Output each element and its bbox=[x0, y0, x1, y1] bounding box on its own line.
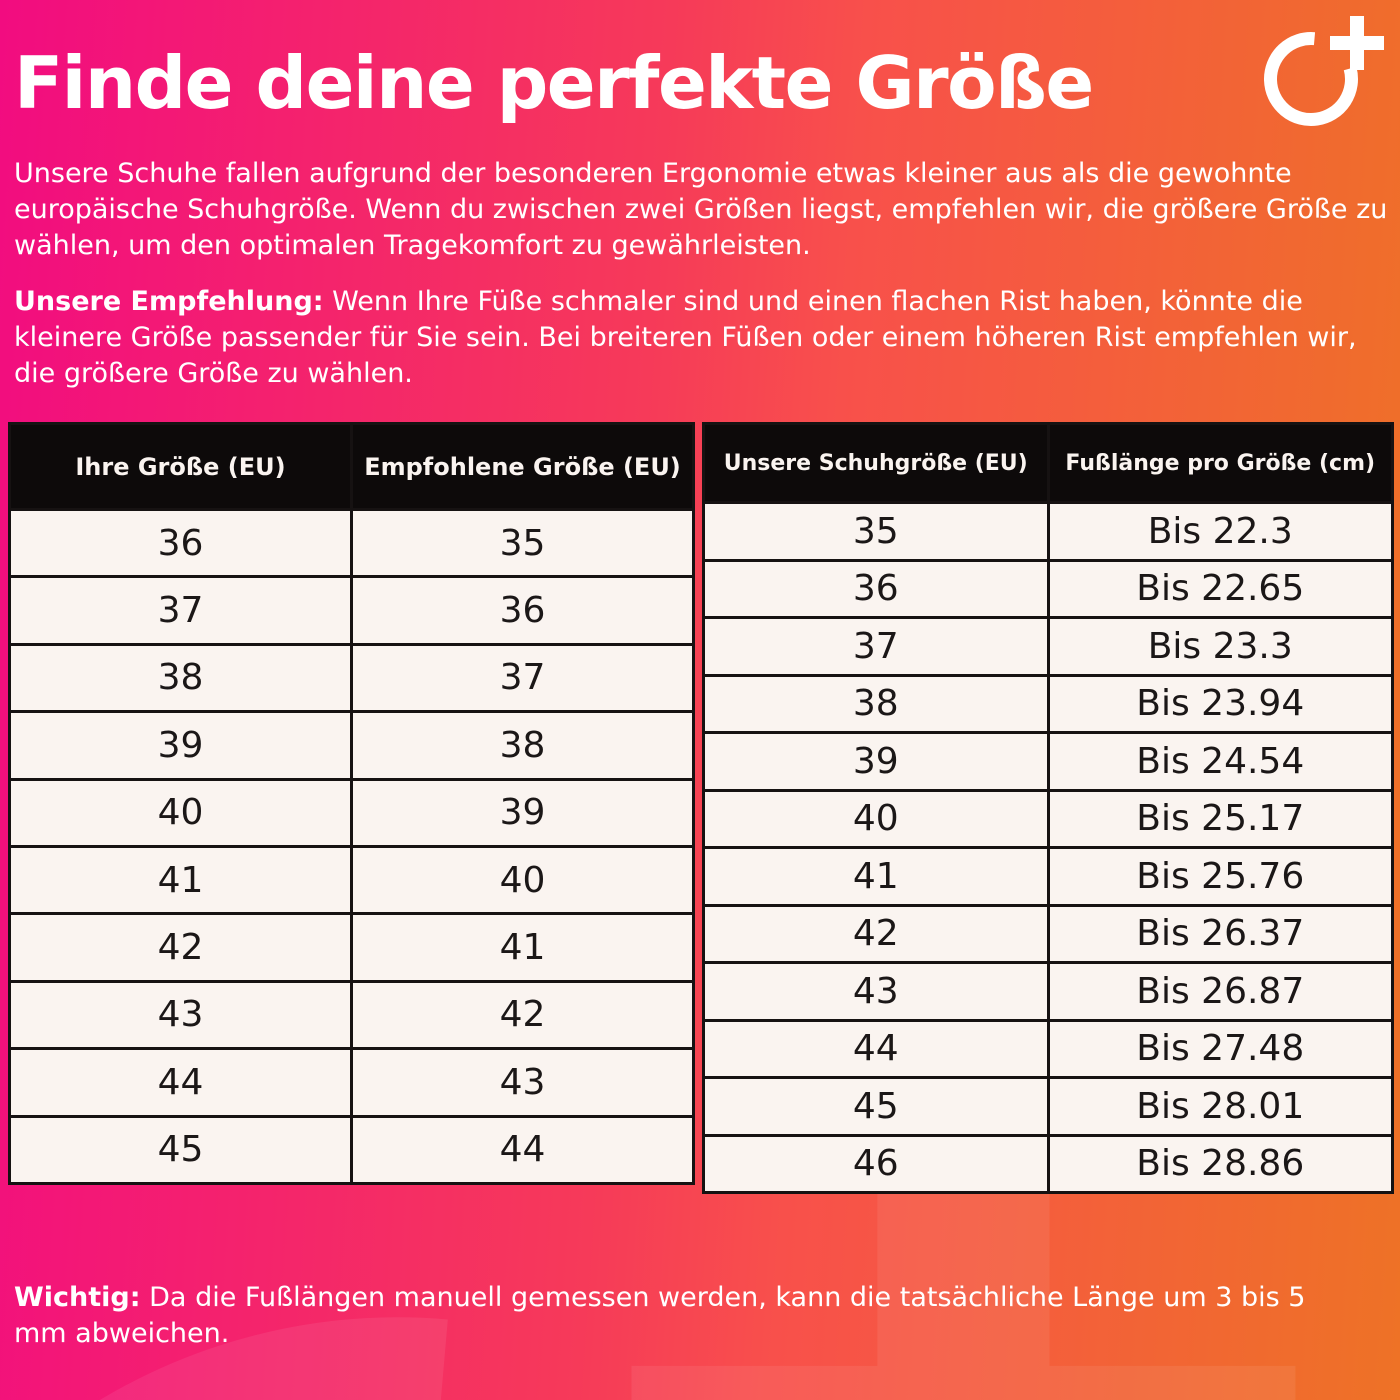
column-header-recommended-size: Empfohlene Größe (EU) bbox=[350, 422, 695, 511]
size-conversion-table-header: Ihre Größe (EU) Empfohlene Größe (EU) bbox=[8, 422, 695, 511]
table-cell: 35 bbox=[702, 501, 1050, 562]
table-cell: Bis 23.94 bbox=[1046, 673, 1394, 734]
table-cell: 37 bbox=[350, 642, 695, 714]
table-cell: 39 bbox=[350, 777, 695, 848]
table-cell: 44 bbox=[350, 1114, 695, 1186]
table-cell: 44 bbox=[702, 1018, 1050, 1079]
table-row: 36 Bis 22.65 bbox=[702, 558, 1394, 619]
circle-plus-icon bbox=[1264, 16, 1384, 127]
table-cell: 36 bbox=[702, 558, 1050, 619]
table-row: 41 Bis 25.76 bbox=[702, 846, 1394, 907]
table-row: 38 37 bbox=[8, 642, 695, 714]
table-cell: Bis 23.3 bbox=[1046, 616, 1394, 677]
table-cell: 43 bbox=[702, 961, 1050, 1022]
table-cell: 41 bbox=[702, 846, 1050, 907]
table-cell: 39 bbox=[702, 731, 1050, 792]
table-cell: 40 bbox=[702, 788, 1050, 849]
table-cell: Bis 26.37 bbox=[1046, 903, 1394, 964]
table-row: 44 Bis 27.48 bbox=[702, 1018, 1394, 1079]
column-header-our-size: Unsere Schuhgröße (EU) bbox=[702, 422, 1050, 504]
table-row: 43 42 bbox=[8, 979, 695, 1051]
table-cell: Bis 27.48 bbox=[1046, 1018, 1394, 1079]
table-cell: 43 bbox=[8, 979, 353, 1051]
table-cell: 38 bbox=[702, 673, 1050, 734]
table-cell: 45 bbox=[8, 1114, 353, 1186]
table-cell: 45 bbox=[702, 1076, 1050, 1137]
table-row: 40 39 bbox=[8, 777, 695, 848]
important-body: Da die Fußlängen manuell gemessen werden… bbox=[14, 1282, 1306, 1350]
table-cell: 42 bbox=[350, 979, 695, 1051]
table-cell: 36 bbox=[350, 575, 695, 646]
table-row: 45 Bis 28.01 bbox=[702, 1076, 1394, 1137]
table-cell: 42 bbox=[8, 912, 353, 983]
table-cell: 37 bbox=[8, 575, 353, 646]
table-cell: Bis 28.86 bbox=[1046, 1133, 1394, 1194]
table-cell: 42 bbox=[702, 903, 1050, 964]
recommendation-body: Wenn Ihre Füße schmaler sind und einen f… bbox=[14, 286, 1357, 389]
column-header-foot-length: Fußlänge pro Größe (cm) bbox=[1046, 422, 1394, 504]
table-row: 46 Bis 28.86 bbox=[702, 1133, 1394, 1194]
table-row: 41 40 bbox=[8, 844, 695, 916]
table-header-row: Ihre Größe (EU) Empfohlene Größe (EU) bbox=[8, 422, 695, 511]
table-cell: 36 bbox=[8, 507, 353, 579]
table-row: 36 35 bbox=[8, 507, 695, 579]
table-row: 37 36 bbox=[8, 575, 695, 646]
table-row: 44 43 bbox=[8, 1047, 695, 1118]
recommendation-paragraph: Unsere Empfehlung: Wenn Ihre Füße schmal… bbox=[14, 284, 1389, 392]
table-cell: 46 bbox=[702, 1133, 1050, 1194]
column-header-your-size: Ihre Größe (EU) bbox=[8, 422, 353, 511]
recommendation-label: Unsere Empfehlung: bbox=[14, 286, 324, 317]
table-cell: 38 bbox=[350, 710, 695, 781]
table-row: 43 Bis 26.87 bbox=[702, 961, 1394, 1022]
table-cell: 41 bbox=[8, 844, 353, 916]
table-cell: Bis 24.54 bbox=[1046, 731, 1394, 792]
table-row: 45 44 bbox=[8, 1114, 695, 1186]
table-cell: 40 bbox=[350, 844, 695, 916]
table-cell: 44 bbox=[8, 1047, 353, 1118]
table-row: 37 Bis 23.3 bbox=[702, 616, 1394, 677]
foot-length-table: Unsere Schuhgröße (EU) Fußlänge pro Größ… bbox=[702, 422, 1394, 1194]
table-cell: Bis 25.76 bbox=[1046, 846, 1394, 907]
brand-logo bbox=[1264, 16, 1386, 128]
table-row: 40 Bis 25.17 bbox=[702, 788, 1394, 849]
table-row: 39 38 bbox=[8, 710, 695, 781]
table-row: 42 Bis 26.37 bbox=[702, 903, 1394, 964]
table-cell: 35 bbox=[350, 507, 695, 579]
table-row: 39 Bis 24.54 bbox=[702, 731, 1394, 792]
foot-length-table-header: Unsere Schuhgröße (EU) Fußlänge pro Größ… bbox=[702, 422, 1394, 504]
table-cell: 41 bbox=[350, 912, 695, 983]
foot-length-table-body: 35 Bis 22.3 36 Bis 22.65 37 Bis 23.3 38 Bis 23.… bbox=[702, 501, 1394, 1194]
table-row: 42 41 bbox=[8, 912, 695, 983]
table-cell: 38 bbox=[8, 642, 353, 714]
page-title: Finde deine perfekte Größe bbox=[14, 41, 1094, 125]
table-cell: 43 bbox=[350, 1047, 695, 1118]
size-conversion-table-body: 36 35 37 36 38 37 39 38 40 39 41 40 42 41 43 42 44 43 45 44 bbox=[8, 507, 695, 1186]
table-cell: 39 bbox=[8, 710, 353, 781]
important-note: Wichtig: Da die Fußlängen manuell gemess… bbox=[14, 1280, 1354, 1353]
table-cell: Bis 26.87 bbox=[1046, 961, 1394, 1022]
table-row: 38 Bis 23.94 bbox=[702, 673, 1394, 734]
tables-section: Ihre Größe (EU) Empfohlene Größe (EU) 36… bbox=[8, 422, 1394, 1194]
intro-text: Unsere Schuhe fallen aufgrund der besond… bbox=[14, 158, 1388, 261]
table-cell: 37 bbox=[702, 616, 1050, 677]
table-cell: 40 bbox=[8, 777, 353, 848]
table-cell: Bis 22.3 bbox=[1046, 501, 1394, 562]
table-header-row: Unsere Schuhgröße (EU) Fußlänge pro Größ… bbox=[702, 422, 1394, 504]
size-conversion-table: Ihre Größe (EU) Empfohlene Größe (EU) 36… bbox=[8, 422, 695, 1186]
table-cell: Bis 28.01 bbox=[1046, 1076, 1394, 1137]
important-label: Wichtig: bbox=[14, 1282, 141, 1313]
table-row: 35 Bis 22.3 bbox=[702, 501, 1394, 562]
table-cell: Bis 25.17 bbox=[1046, 788, 1394, 849]
table-cell: Bis 22.65 bbox=[1046, 558, 1394, 619]
